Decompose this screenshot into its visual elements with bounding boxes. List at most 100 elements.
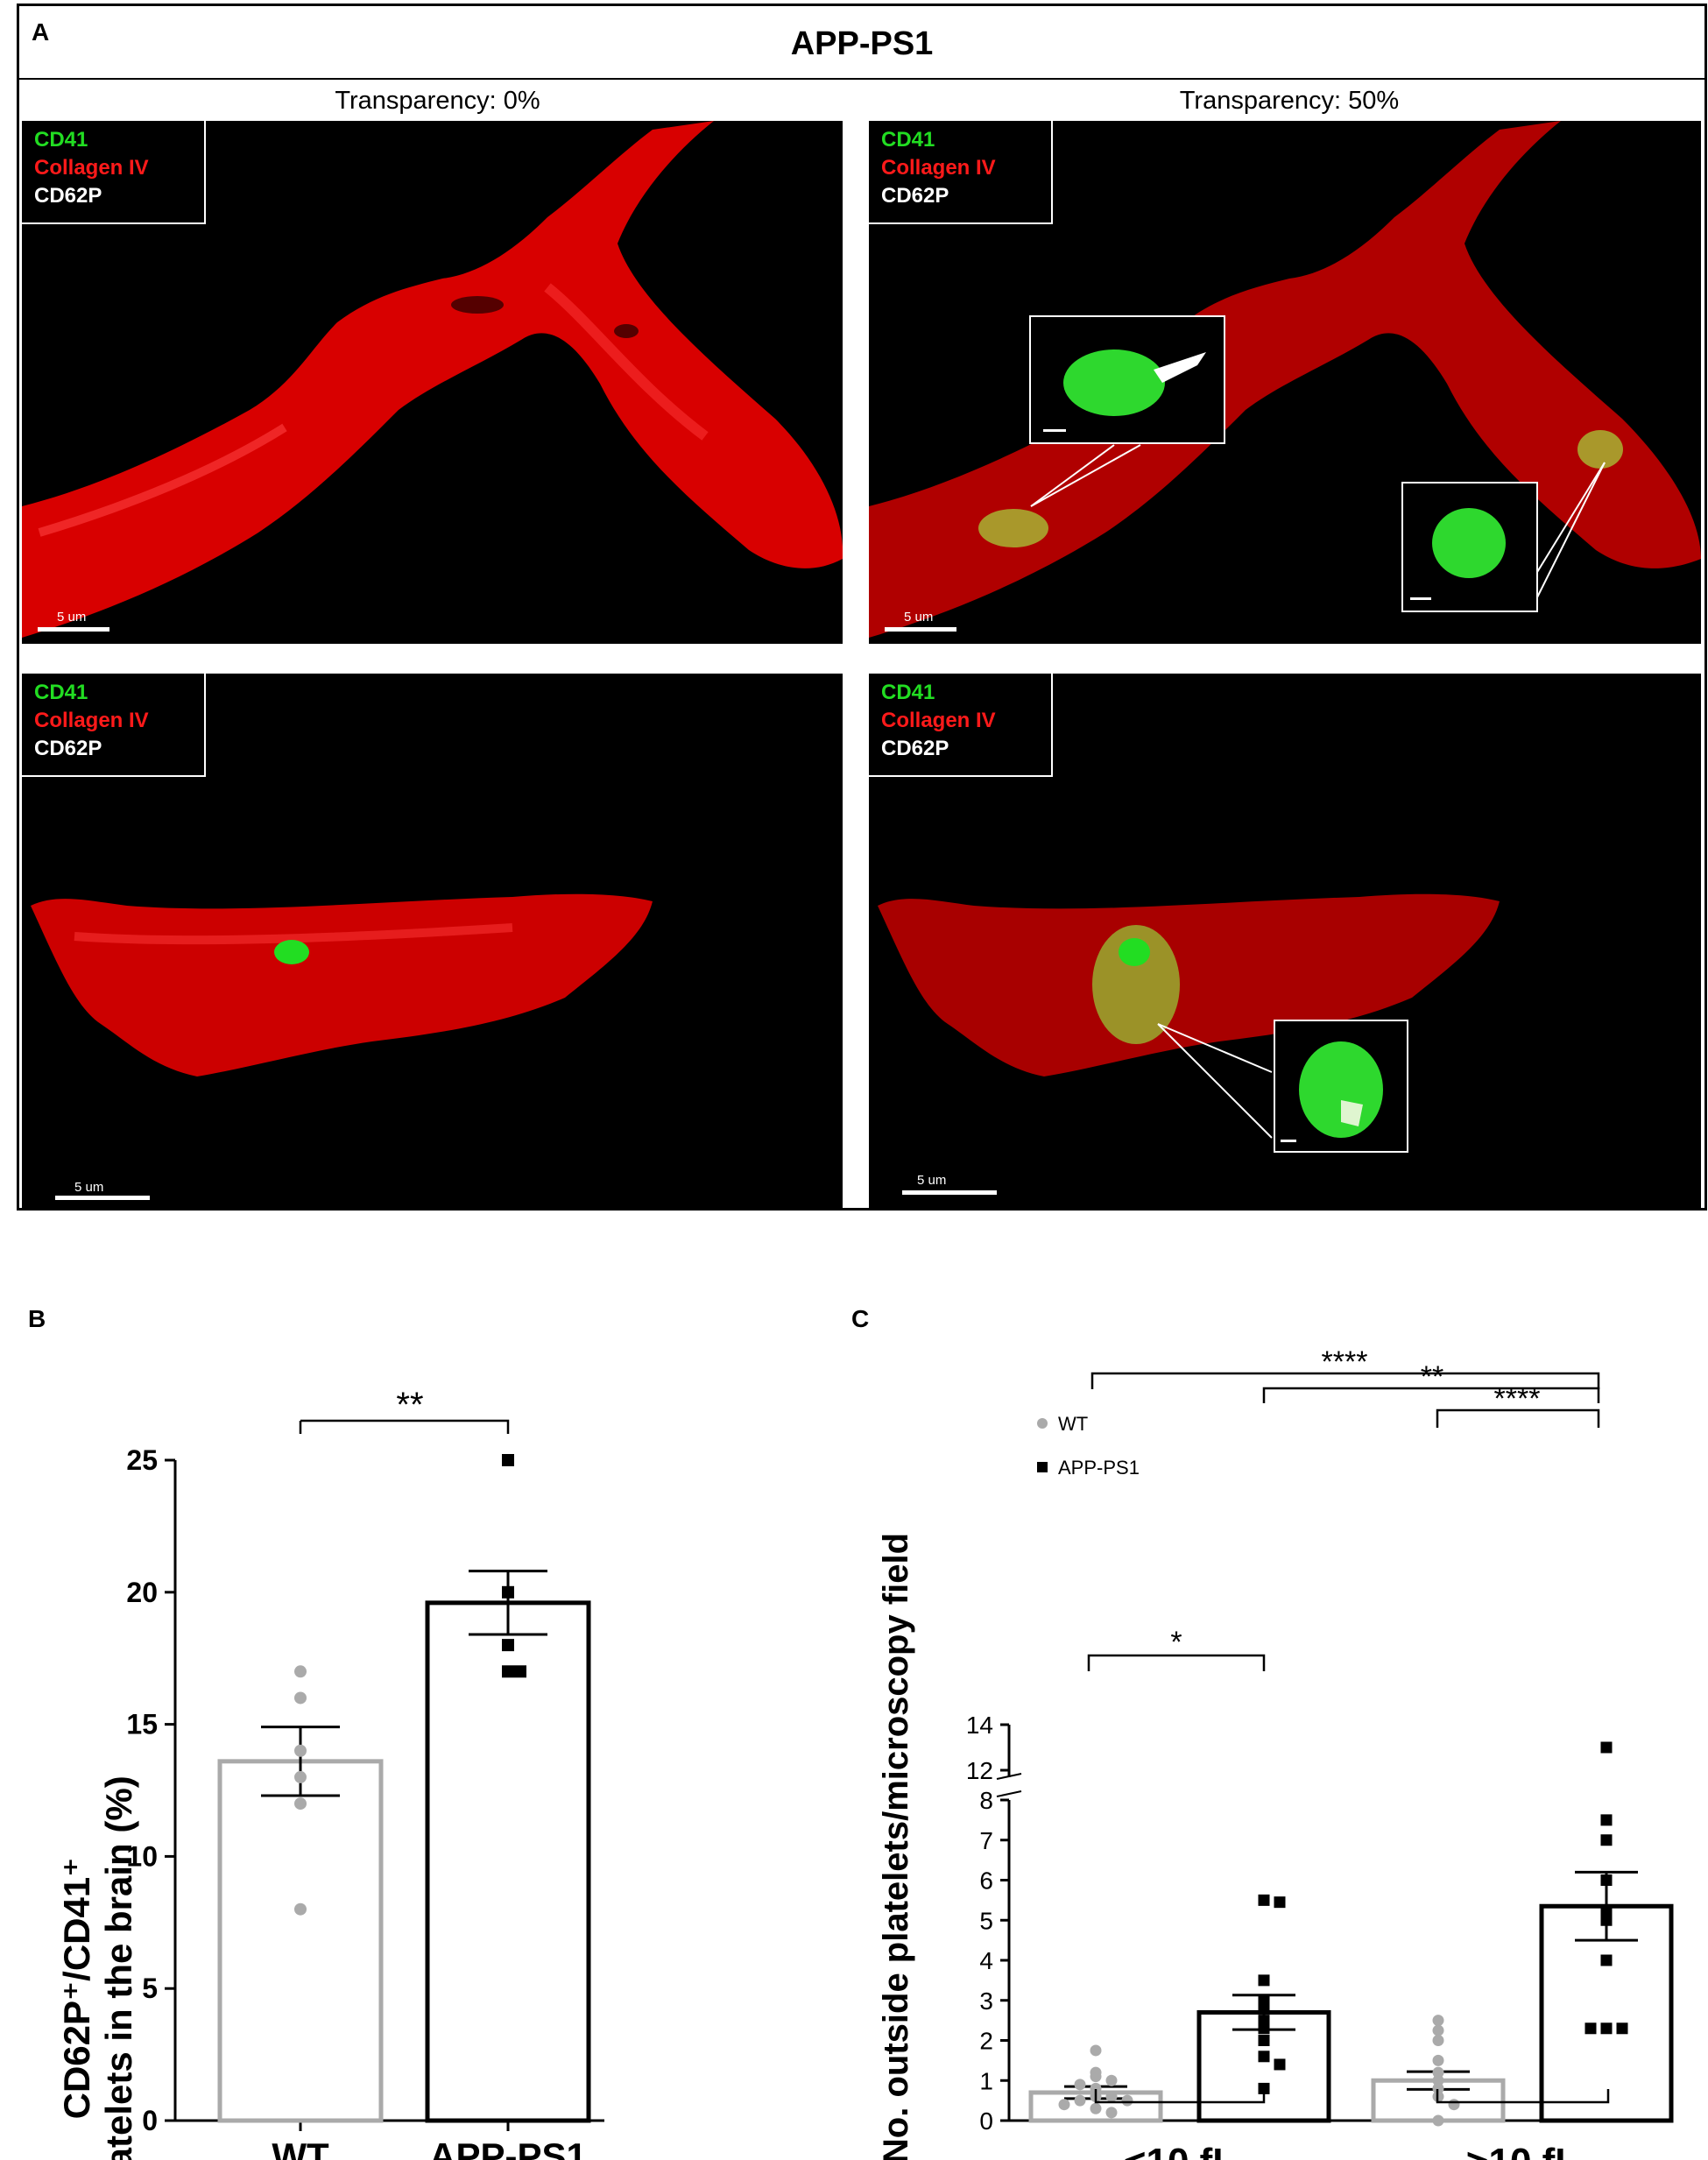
data-point	[1432, 2015, 1444, 2027]
data-point	[1074, 2079, 1086, 2091]
panel-c-chart: C No. outside platelets/microscopy field…	[851, 1305, 1674, 2160]
legend-cd41: CD41	[881, 128, 935, 152]
data-point	[1074, 2094, 1086, 2107]
micrograph-top-left: CD41 Collagen IV CD62P 5 um	[22, 121, 843, 644]
axis-break-mark	[996, 1790, 1022, 1797]
y-tick-label: 0	[142, 2105, 158, 2136]
legend-cd62p: CD62P	[881, 737, 949, 760]
data-point	[1432, 2074, 1444, 2086]
data-point	[1600, 1741, 1613, 1754]
data-point	[1258, 2051, 1270, 2063]
legend-cd62p: CD62P	[34, 184, 102, 208]
data-point	[294, 1902, 307, 1916]
y-tick-label: 3	[979, 1987, 993, 2015]
data-point	[1090, 2082, 1102, 2094]
data-point	[1432, 2035, 1444, 2046]
legend-collagen-iv: Collagen IV	[881, 709, 996, 732]
data-point	[1432, 2054, 1444, 2066]
legend-bottom-right: CD41 Collagen IV CD62P	[869, 674, 1053, 777]
data-point	[1058, 2099, 1070, 2111]
x-tick-label: WT	[272, 2135, 329, 2160]
y-tick-label: 15	[126, 1709, 158, 1740]
data-point	[1432, 2114, 1444, 2127]
scale-bar	[38, 627, 109, 632]
legend-cd41: CD41	[34, 128, 88, 152]
data-point	[1600, 1874, 1613, 1886]
subtitle-transparency-50: Transparency: 50%	[1179, 87, 1400, 115]
sig-label-within-small: *	[1170, 1626, 1182, 1659]
data-point	[1274, 1896, 1286, 1909]
scale-bar	[55, 1196, 150, 1200]
axis-break-mark	[996, 1773, 1022, 1780]
data-point	[294, 1665, 307, 1678]
data-point	[1432, 2024, 1444, 2036]
data-point	[1258, 1974, 1270, 1987]
data-point	[1258, 2022, 1270, 2035]
data-point	[1090, 2044, 1102, 2057]
legend-top-left: CD41 Collagen IV CD62P	[22, 121, 206, 224]
y-axis-label: No. outside platelets/microscopy field	[877, 1533, 915, 2160]
inset-top-right-b	[1401, 482, 1538, 612]
data-point	[1121, 2094, 1133, 2107]
data-point	[1584, 2022, 1597, 2035]
panel-b-chart: B CD62P⁺/CD41⁺ platelets in the brain (%…	[28, 1305, 604, 2160]
y-tick-label: 7	[979, 1827, 993, 1854]
data-point	[1105, 2107, 1118, 2119]
legend-collagen-iv: Collagen IV	[34, 709, 149, 732]
subtitle-transparency-0: Transparency: 0%	[335, 87, 540, 115]
significance-label: **	[396, 1386, 423, 1424]
scale-bar	[902, 1190, 997, 1195]
data-point	[1105, 2091, 1118, 2103]
legend-cd62p: CD62P	[34, 737, 102, 760]
inset-bottom-right	[1274, 1020, 1408, 1153]
legend-cd41: CD41	[34, 681, 88, 704]
y-tick-label: 0	[979, 2107, 993, 2135]
micrograph-top-right: CD41 Collagen IV CD62P 5 um	[869, 121, 1701, 644]
legend-collagen-iv: Collagen IV	[881, 156, 996, 180]
data-point	[1274, 2058, 1286, 2071]
data-point	[502, 1585, 514, 1599]
data-point	[1432, 2066, 1444, 2079]
data-point	[1600, 1954, 1613, 1966]
legend-bottom-left: CD41 Collagen IV CD62P	[22, 674, 206, 777]
data-point	[294, 1797, 307, 1811]
data-point	[1432, 2082, 1444, 2094]
bar	[217, 1759, 384, 2123]
x-tick-label: <10 fL	[1124, 2141, 1236, 2160]
significance-brackets: **** ** **** *	[1087, 1345, 1610, 2104]
scale-bar-label: 5 um	[904, 610, 934, 625]
legend-app-label: APP-PS1	[1058, 1457, 1140, 1479]
y-tick-label: 4	[979, 1947, 993, 1974]
y-tick-label: 8	[979, 1787, 993, 1814]
y-tick-label: 5	[142, 1973, 158, 2004]
panel-a: A APP-PS1 Transparency: 0% Transparency:…	[17, 4, 1707, 1211]
legend-wt-marker	[1037, 1418, 1048, 1429]
data-point	[514, 1665, 526, 1678]
sig-label-wt-small-vs-app-large: ****	[1322, 1345, 1368, 1379]
y-axis-label-line1: CD62P⁺/CD41⁺	[56, 1858, 97, 2120]
micrograph-bottom-left: CD41 Collagen IV CD62P 5 um	[22, 674, 843, 1211]
y-tick-label: 10	[126, 1840, 158, 1872]
sig-label-app-small-vs-app-large: **	[1421, 1360, 1443, 1394]
legend-cd41: CD41	[881, 681, 935, 704]
panel-a-letter: A	[32, 18, 50, 46]
title-divider	[19, 78, 1704, 80]
data-point	[1600, 1814, 1613, 1826]
significance-bracket: **	[299, 1386, 510, 1434]
panel-b-letter: B	[28, 1305, 46, 1332]
data-point	[1090, 2102, 1102, 2114]
legend-app-marker	[1037, 1462, 1048, 1472]
data-point	[294, 1691, 307, 1705]
legend-wt-label: WT	[1058, 1413, 1088, 1435]
data-point	[502, 1454, 514, 1466]
data-point	[1600, 1914, 1613, 1926]
y-tick-label: 12	[966, 1757, 993, 1784]
micrograph-bottom-right: CD41 Collagen IV CD62P 5 um	[869, 674, 1701, 1211]
scale-bar-label: 5 um	[57, 610, 87, 625]
legend: WT APP-PS1	[1037, 1413, 1140, 1479]
panel-a-title: APP-PS1	[790, 25, 934, 62]
data-point	[1258, 2002, 1270, 2015]
x-tick-label: APP-PS1	[429, 2135, 587, 2160]
data-point	[1090, 2071, 1102, 2083]
scale-bar-label: 5 um	[917, 1173, 947, 1188]
